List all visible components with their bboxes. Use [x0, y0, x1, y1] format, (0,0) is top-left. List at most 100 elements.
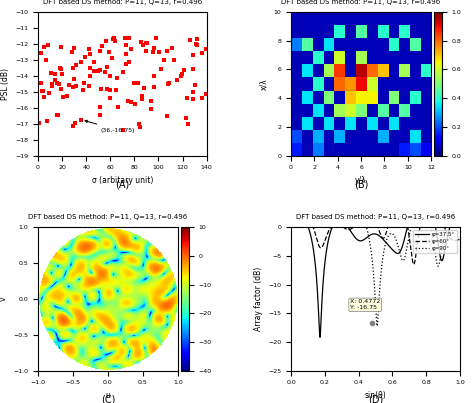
Point: [69, 65, 76, 72]
Point: [57, 85, 64, 92]
Point: [122, 42, 129, 48]
φ=90°: [374, 324, 380, 328]
Point: [37, 79, 45, 86]
Point: [150, 45, 157, 52]
Point: [163, 113, 171, 120]
Point: [98, 43, 105, 50]
Point: [43, 118, 51, 125]
Title: DFT based DS method: P=11, Q=13, r=0.496: DFT based DS method: P=11, Q=13, r=0.496: [43, 0, 202, 5]
Point: [183, 95, 191, 102]
Point: [152, 35, 159, 42]
Point: [72, 119, 79, 126]
Point: [189, 96, 197, 102]
Point: [181, 66, 188, 73]
Point: [150, 84, 157, 90]
Point: [155, 49, 163, 56]
Point: [40, 93, 48, 100]
φ=90°: [457, 225, 463, 230]
φ=60°: [457, 237, 463, 242]
Point: [193, 36, 201, 43]
Point: [86, 73, 94, 80]
Line: φ=60°: φ=60°: [291, 227, 460, 264]
X-axis label: y/λ: y/λ: [355, 176, 367, 185]
Point: [106, 95, 113, 101]
Point: [138, 96, 146, 102]
Point: [49, 83, 56, 89]
Y-axis label: Array factor (dB): Array factor (dB): [254, 267, 263, 331]
Y-axis label: PSL (dB): PSL (dB): [0, 68, 9, 100]
Point: [77, 59, 85, 66]
Point: [59, 71, 66, 77]
φ=37.5°: [288, 225, 294, 230]
Point: [202, 91, 210, 98]
Point: [109, 36, 117, 42]
Point: [103, 86, 110, 92]
Point: [147, 98, 155, 104]
Point: [91, 59, 98, 65]
φ=37.5°: [363, 236, 368, 241]
Point: [98, 86, 105, 92]
Point: [108, 55, 116, 62]
Point: [39, 88, 47, 94]
Point: [103, 64, 111, 70]
Point: [64, 92, 71, 99]
Point: [106, 73, 113, 80]
φ=90°: [423, 225, 428, 230]
Point: [202, 46, 210, 53]
φ=90°: [404, 244, 410, 249]
Point: [124, 98, 132, 104]
Point: [134, 80, 142, 86]
Title: DFT based DS method: P=11, Q=13, r=0.496: DFT based DS method: P=11, Q=13, r=0.496: [282, 0, 441, 5]
Legend: φ=37.5°, φ=60°, φ=90°: φ=37.5°, φ=60°, φ=90°: [413, 230, 457, 253]
Point: [163, 48, 170, 54]
Y-axis label: x/λ: x/λ: [259, 78, 268, 89]
Point: [140, 85, 147, 91]
Point: [131, 80, 138, 86]
Point: [168, 44, 175, 51]
Point: [72, 83, 80, 89]
Point: [37, 50, 45, 56]
Point: [194, 42, 201, 48]
Point: [184, 121, 191, 127]
Point: [136, 121, 143, 127]
φ=37.5°: [305, 225, 311, 230]
φ=60°: [404, 225, 410, 230]
Text: (C): (C): [101, 394, 115, 403]
Point: [55, 81, 63, 87]
Y-axis label: v: v: [0, 297, 8, 301]
Point: [71, 45, 78, 51]
Point: [138, 93, 146, 100]
Point: [182, 114, 190, 121]
Point: [198, 50, 206, 56]
Point: [47, 70, 55, 77]
Point: [91, 68, 98, 74]
Point: [112, 87, 120, 93]
Point: [192, 41, 200, 47]
Point: [143, 48, 150, 54]
φ=60°: [356, 225, 362, 230]
Point: [101, 69, 109, 75]
Point: [65, 82, 73, 88]
Point: [107, 86, 114, 93]
Line: φ=37.5°: φ=37.5°: [291, 227, 460, 337]
Point: [45, 42, 52, 48]
Point: [178, 73, 185, 79]
Point: [126, 59, 133, 66]
Point: [45, 90, 53, 96]
Point: [80, 86, 87, 93]
Point: [85, 46, 93, 52]
φ=37.5°: [420, 225, 426, 230]
Point: [122, 61, 129, 68]
Point: [102, 37, 110, 44]
φ=60°: [288, 225, 294, 230]
Point: [142, 39, 150, 46]
φ=60°: [423, 225, 428, 230]
φ=90°: [356, 225, 362, 230]
Point: [199, 95, 206, 101]
Point: [137, 39, 145, 45]
Point: [40, 44, 48, 51]
Point: [150, 73, 158, 79]
Title: DFT based DS method: P=11, Q=13, r=0.496: DFT based DS method: P=11, Q=13, r=0.496: [296, 214, 455, 220]
Point: [171, 56, 178, 63]
φ=60°: [411, 262, 417, 267]
